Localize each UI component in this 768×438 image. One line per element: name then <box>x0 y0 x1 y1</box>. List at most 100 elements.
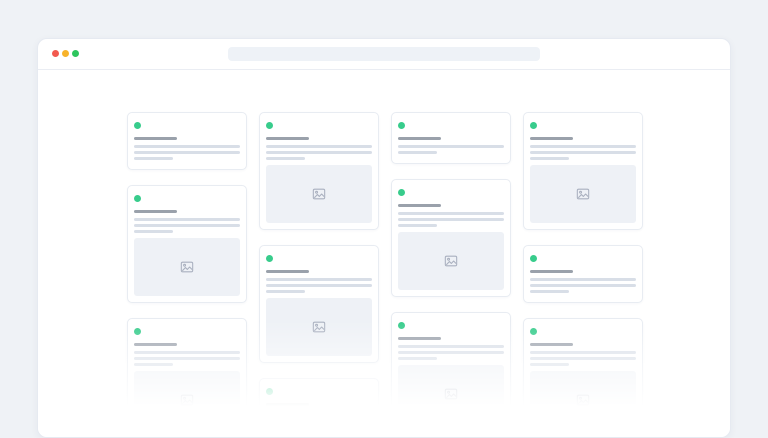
skeleton-text-bar <box>134 218 240 221</box>
skeleton-text-bar <box>398 151 438 154</box>
feed-card[interactable] <box>523 112 643 230</box>
close-button[interactable] <box>52 50 59 57</box>
url-bar[interactable] <box>228 47 540 61</box>
skeleton-title-bar <box>530 343 574 346</box>
skeleton-text-bar <box>398 212 504 215</box>
avatar-dot <box>266 388 273 395</box>
feed-card[interactable] <box>523 245 643 303</box>
skeleton-text-bar <box>134 230 174 233</box>
image-icon <box>180 394 194 406</box>
skeleton-text-bar <box>266 157 306 160</box>
skeleton-text-bar <box>266 278 372 281</box>
feed-card[interactable] <box>391 112 511 164</box>
traffic-lights <box>52 50 79 57</box>
skeleton-text-bar <box>530 151 636 154</box>
skeleton-text-block <box>134 137 240 160</box>
skeleton-text-bar <box>134 351 240 354</box>
feed-card[interactable] <box>523 318 643 436</box>
skeleton-text-bar <box>530 157 570 160</box>
feed-card[interactable] <box>391 179 511 297</box>
skeleton-text-bar <box>530 357 636 360</box>
minimize-button[interactable] <box>62 50 69 57</box>
avatar-dot <box>134 195 141 202</box>
avatar-dot <box>530 255 537 262</box>
skeleton-text-bar <box>530 363 570 366</box>
skeleton-text-bar <box>530 278 636 281</box>
fullscreen-button[interactable] <box>72 50 79 57</box>
image-placeholder <box>266 431 372 437</box>
image-placeholder <box>398 232 504 290</box>
skeleton-text-bar <box>266 151 372 154</box>
skeleton-title-bar <box>266 403 310 406</box>
feed-card[interactable] <box>259 245 379 363</box>
skeleton-text-block <box>398 337 504 360</box>
feed-card[interactable] <box>391 312 511 430</box>
image-icon <box>576 394 590 406</box>
image-placeholder <box>398 365 504 423</box>
skeleton-text-bar <box>134 157 174 160</box>
window-titlebar <box>38 39 730 70</box>
skeleton-text-bar <box>530 351 636 354</box>
skeleton-title-bar <box>134 210 178 213</box>
image-placeholder <box>134 238 240 296</box>
avatar-dot <box>266 122 273 129</box>
skeleton-text-bar <box>398 145 504 148</box>
skeleton-text-bar <box>134 363 174 366</box>
image-icon <box>576 188 590 200</box>
feed-card[interactable] <box>259 112 379 230</box>
card-grid <box>127 112 643 437</box>
skeleton-text-bar <box>530 145 636 148</box>
skeleton-text-bar <box>134 151 240 154</box>
image-placeholder <box>530 371 636 429</box>
skeleton-text-bar <box>266 411 372 414</box>
avatar-dot <box>266 255 273 262</box>
skeleton-text-block <box>134 343 240 366</box>
skeleton-text-bar <box>398 351 504 354</box>
browser-window <box>37 38 731 438</box>
image-icon <box>180 261 194 273</box>
skeleton-text-bar <box>398 357 438 360</box>
feed-column-2 <box>259 112 379 437</box>
skeleton-title-bar <box>398 337 442 340</box>
skeleton-text-bar <box>134 224 240 227</box>
skeleton-title-bar <box>530 270 574 273</box>
feed-card[interactable] <box>127 185 247 303</box>
image-icon <box>312 321 326 333</box>
skeleton-text-bar <box>530 290 570 293</box>
skeleton-text-bar <box>398 224 438 227</box>
feed-card[interactable] <box>259 378 379 437</box>
skeleton-text-bar <box>266 423 306 426</box>
skeleton-text-block <box>530 343 636 366</box>
skeleton-title-bar <box>134 137 178 140</box>
skeleton-title-bar <box>398 137 442 140</box>
skeleton-title-bar <box>530 137 574 140</box>
avatar-dot <box>134 328 141 335</box>
skeleton-text-bar <box>266 290 306 293</box>
avatar-dot <box>398 122 405 129</box>
image-placeholder <box>266 165 372 223</box>
feed-card[interactable] <box>127 112 247 170</box>
skeleton-text-bar <box>398 345 504 348</box>
skeleton-text-block <box>530 270 636 293</box>
skeleton-title-bar <box>266 270 310 273</box>
skeleton-text-block <box>398 204 504 227</box>
avatar-dot <box>530 328 537 335</box>
skeleton-text-bar <box>530 284 636 287</box>
image-placeholder <box>266 298 372 356</box>
feed-column-3 <box>391 112 511 437</box>
avatar-dot <box>398 322 405 329</box>
skeleton-text-bar <box>398 218 504 221</box>
skeleton-text-bar <box>266 417 372 420</box>
feed-card[interactable] <box>127 318 247 436</box>
avatar-dot <box>134 122 141 129</box>
image-icon <box>444 255 458 267</box>
skeleton-title-bar <box>134 343 178 346</box>
feed-column-4 <box>523 112 643 437</box>
image-placeholder <box>134 371 240 429</box>
avatar-dot <box>398 189 405 196</box>
skeleton-text-block <box>266 137 372 160</box>
skeleton-text-block <box>530 137 636 160</box>
skeleton-text-bar <box>134 145 240 148</box>
image-placeholder <box>530 165 636 223</box>
feed-content <box>38 70 730 437</box>
